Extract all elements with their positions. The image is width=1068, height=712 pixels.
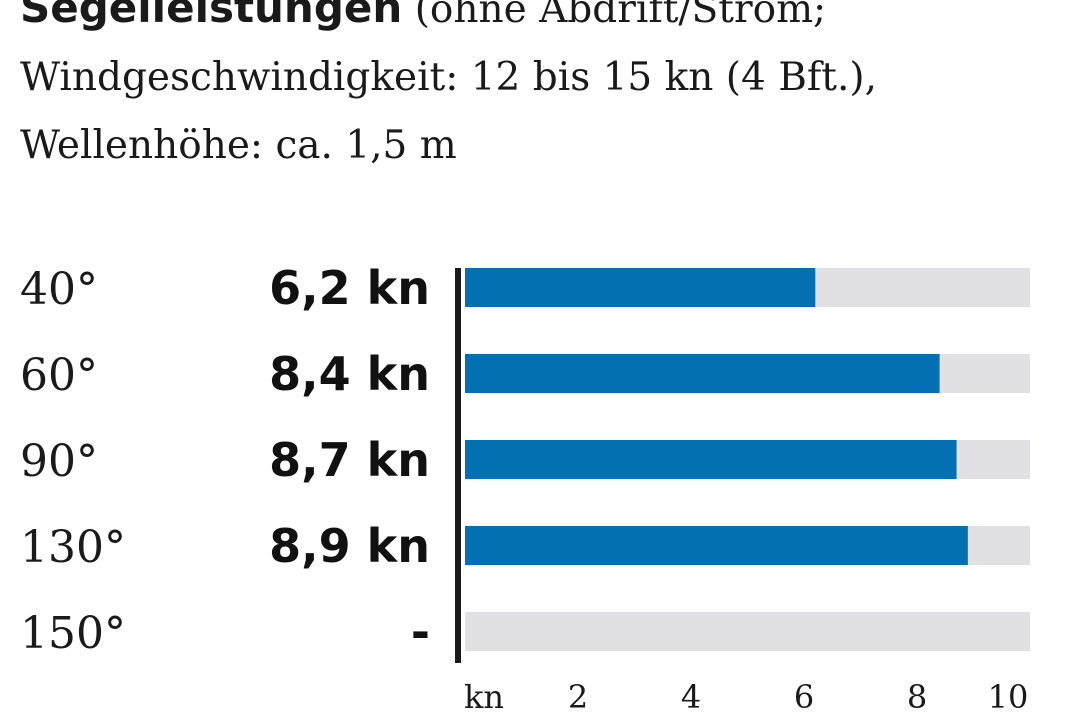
y-axis-line — [455, 268, 461, 663]
category-label: 150° — [20, 608, 126, 659]
chart-subtitle-part1: (ohne Abdrift/Strom; — [402, 0, 827, 32]
value-label: - — [411, 605, 430, 659]
x-tick-label: 4 — [681, 678, 701, 712]
category-label: 90° — [20, 436, 98, 487]
value-label: 6,2 kn — [269, 261, 430, 315]
bar — [465, 440, 957, 479]
chart-title: Segelleistungen — [20, 0, 403, 32]
bar — [465, 268, 816, 307]
x-tick-label: 10 — [988, 678, 1029, 712]
chart-heading: Segelleistungen (ohne Abdrift/Strom; Win… — [20, 0, 1060, 180]
category-label: 130° — [20, 522, 126, 573]
x-tick-label: 6 — [794, 678, 814, 712]
value-label: 8,7 kn — [269, 433, 430, 487]
category-label: 60° — [20, 350, 98, 401]
chart-subtitle-line2: Windgeschwindigkeit: 12 bis 15 kn (4 Bft… — [20, 55, 877, 100]
x-tick-label: 8 — [907, 678, 927, 712]
x-axis-unit-label: kn — [464, 678, 504, 712]
value-label: 8,9 kn — [269, 519, 430, 573]
category-label: 40° — [20, 264, 98, 315]
value-label: 8,4 kn — [269, 347, 430, 401]
bar-track — [465, 612, 1030, 651]
chart-subtitle-line3: Wellenhöhe: ca. 1,5 m — [20, 123, 457, 168]
x-tick-label: 2 — [568, 678, 588, 712]
bar — [465, 354, 940, 393]
bar — [465, 526, 968, 565]
